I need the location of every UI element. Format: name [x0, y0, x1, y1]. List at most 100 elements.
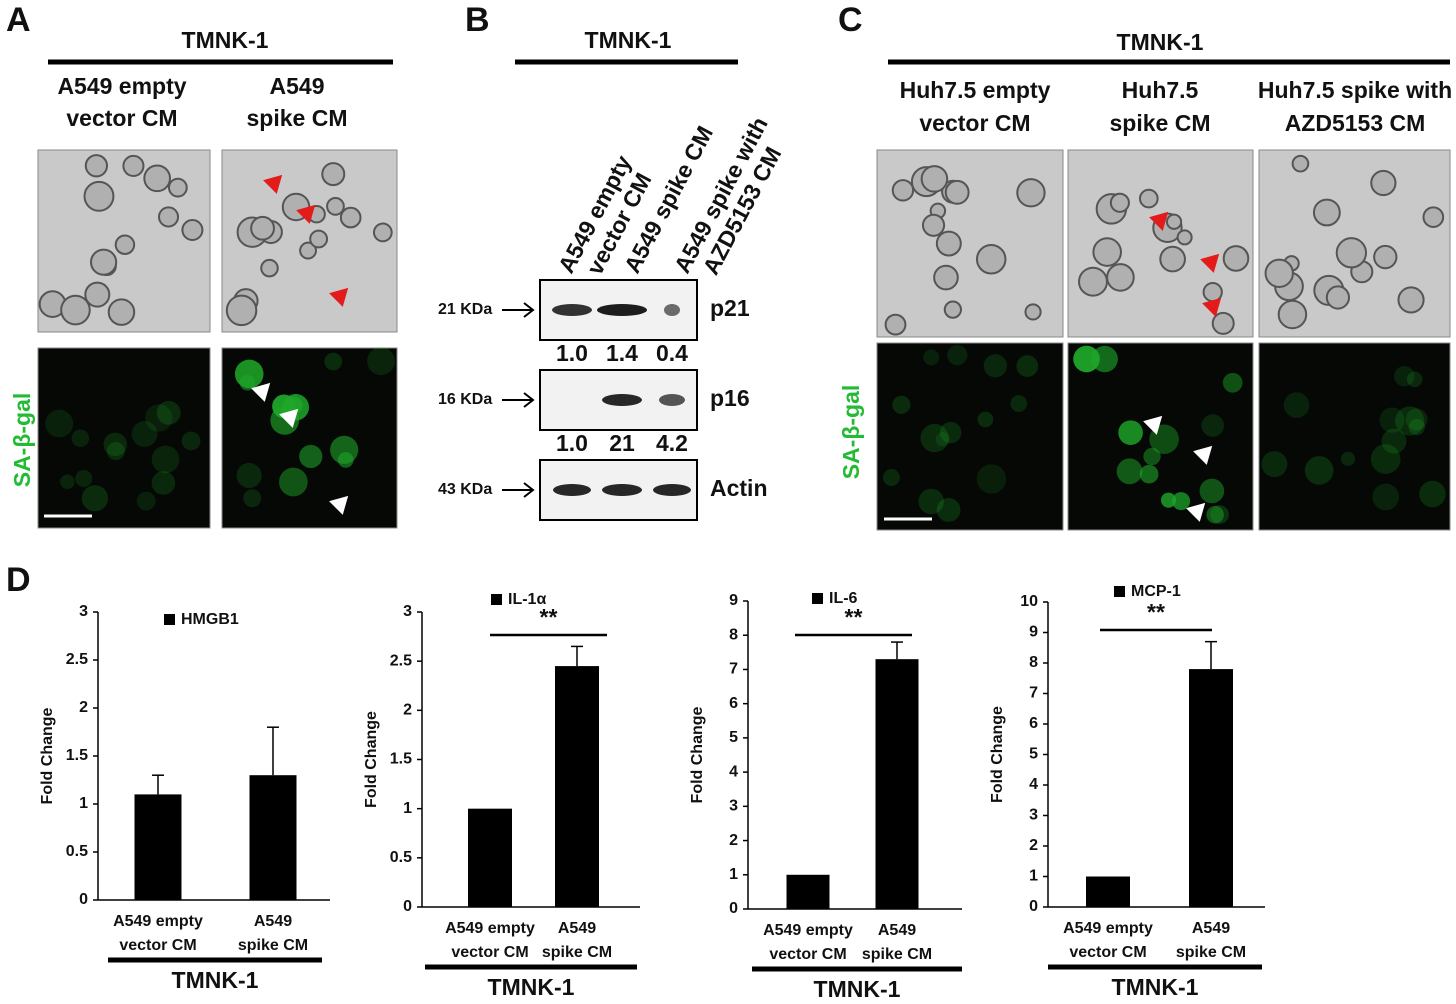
cell: [167, 177, 188, 198]
band: [602, 394, 642, 406]
size-label: 16 KDa: [438, 391, 492, 408]
cell: [236, 462, 262, 489]
y-tick-label: 7: [729, 661, 738, 678]
cell: [1325, 285, 1351, 310]
cell: [321, 162, 346, 187]
column-label: Huh7.5 empty: [900, 77, 1051, 103]
cell: [933, 264, 959, 291]
y-tick-label: 1.5: [390, 751, 412, 768]
cell: [1283, 392, 1310, 418]
y-axis-label: Fold Change: [989, 706, 1006, 803]
y-tick-label: 1: [1029, 868, 1038, 885]
fluorescence-image: [1067, 342, 1254, 531]
x-tick-label: A549 empty vector CM: [113, 913, 203, 954]
cell: [1143, 447, 1161, 466]
cell: [157, 206, 180, 228]
size-arrow: [502, 302, 535, 318]
y-tick-label: 8: [1029, 654, 1038, 671]
cell: [250, 215, 275, 241]
cell: [935, 432, 950, 447]
cell: [151, 471, 176, 495]
cell: [918, 488, 944, 515]
legend-swatch: [1114, 586, 1125, 597]
bar: [555, 666, 599, 907]
y-tick-label: 10: [1020, 593, 1038, 610]
y-tick-label: 2.5: [390, 652, 412, 669]
panel-title: TMNK-1: [182, 27, 269, 53]
cell: [1422, 206, 1445, 228]
bar: [786, 874, 830, 909]
bar: [249, 775, 297, 900]
y-tick-label: 9: [729, 592, 738, 609]
cell: [976, 464, 1007, 494]
cell: [122, 154, 145, 177]
cell: [1397, 286, 1425, 314]
column-label: spike CM: [247, 105, 348, 131]
cell: [103, 432, 127, 457]
cell: [1340, 451, 1356, 466]
bar: [1086, 876, 1130, 907]
y-axis-label: Fold Change: [39, 707, 56, 804]
arrow: [1200, 253, 1220, 273]
y-tick-label: 2: [403, 702, 412, 719]
cell: [884, 313, 907, 336]
y-tick-label: 0.5: [66, 843, 88, 860]
y-tick-label: 2: [79, 699, 88, 716]
cell: [1373, 244, 1398, 270]
arrow: [279, 408, 299, 428]
y-tick-label: 2: [729, 832, 738, 849]
legend-swatch: [164, 614, 175, 625]
cell: [1109, 192, 1130, 213]
band: [552, 304, 592, 316]
cell: [1312, 198, 1341, 227]
cell: [1419, 480, 1446, 508]
y-tick-label: 9: [1029, 624, 1038, 641]
cell: [151, 445, 180, 474]
y-tick-label: 6: [729, 695, 738, 712]
size-arrow: [502, 482, 535, 498]
cell: [143, 164, 172, 193]
quant-label: 4.2: [656, 430, 688, 456]
legend-label: IL-1α: [508, 591, 546, 608]
cell: [372, 222, 393, 243]
quant-label: 0.4: [656, 340, 688, 366]
y-tick-label: 2.5: [66, 651, 88, 668]
quant-label: 1.4: [606, 340, 638, 366]
column-label: A549 empty: [57, 73, 186, 99]
cell: [920, 423, 949, 453]
y-tick-label: 3: [1029, 807, 1038, 824]
y-tick-label: 8: [729, 626, 738, 643]
cell: [1016, 178, 1046, 208]
cell: [309, 229, 329, 249]
y-axis-label: Fold Change: [689, 706, 706, 803]
arrow: [1193, 445, 1213, 465]
cell: [936, 498, 961, 522]
cell: [1394, 365, 1415, 387]
cell: [1370, 444, 1401, 474]
cell: [1165, 213, 1183, 230]
column-label: A549: [270, 73, 325, 99]
arrow: [251, 382, 271, 402]
cell: [60, 474, 75, 490]
cell: [1304, 456, 1334, 485]
cell: [81, 485, 109, 512]
cell: [131, 420, 158, 447]
bar: [468, 808, 512, 907]
y-tick-label: 4: [729, 763, 738, 780]
cell: [1222, 372, 1243, 393]
y-tick-label: 5: [729, 729, 738, 746]
cell: [1116, 458, 1143, 485]
legend-label: HMGB1: [181, 611, 239, 628]
cell: [1222, 245, 1250, 272]
cell: [60, 294, 91, 326]
cell: [947, 344, 968, 366]
column-label: spike CM: [1110, 110, 1211, 136]
cell: [106, 442, 125, 461]
cell: [920, 165, 949, 193]
cell: [1264, 258, 1294, 288]
cell: [923, 349, 940, 366]
fluorescence-image: [37, 347, 211, 529]
x-tick-label: A549 spike CM: [862, 922, 932, 963]
column-label: vector CM: [919, 110, 1030, 136]
